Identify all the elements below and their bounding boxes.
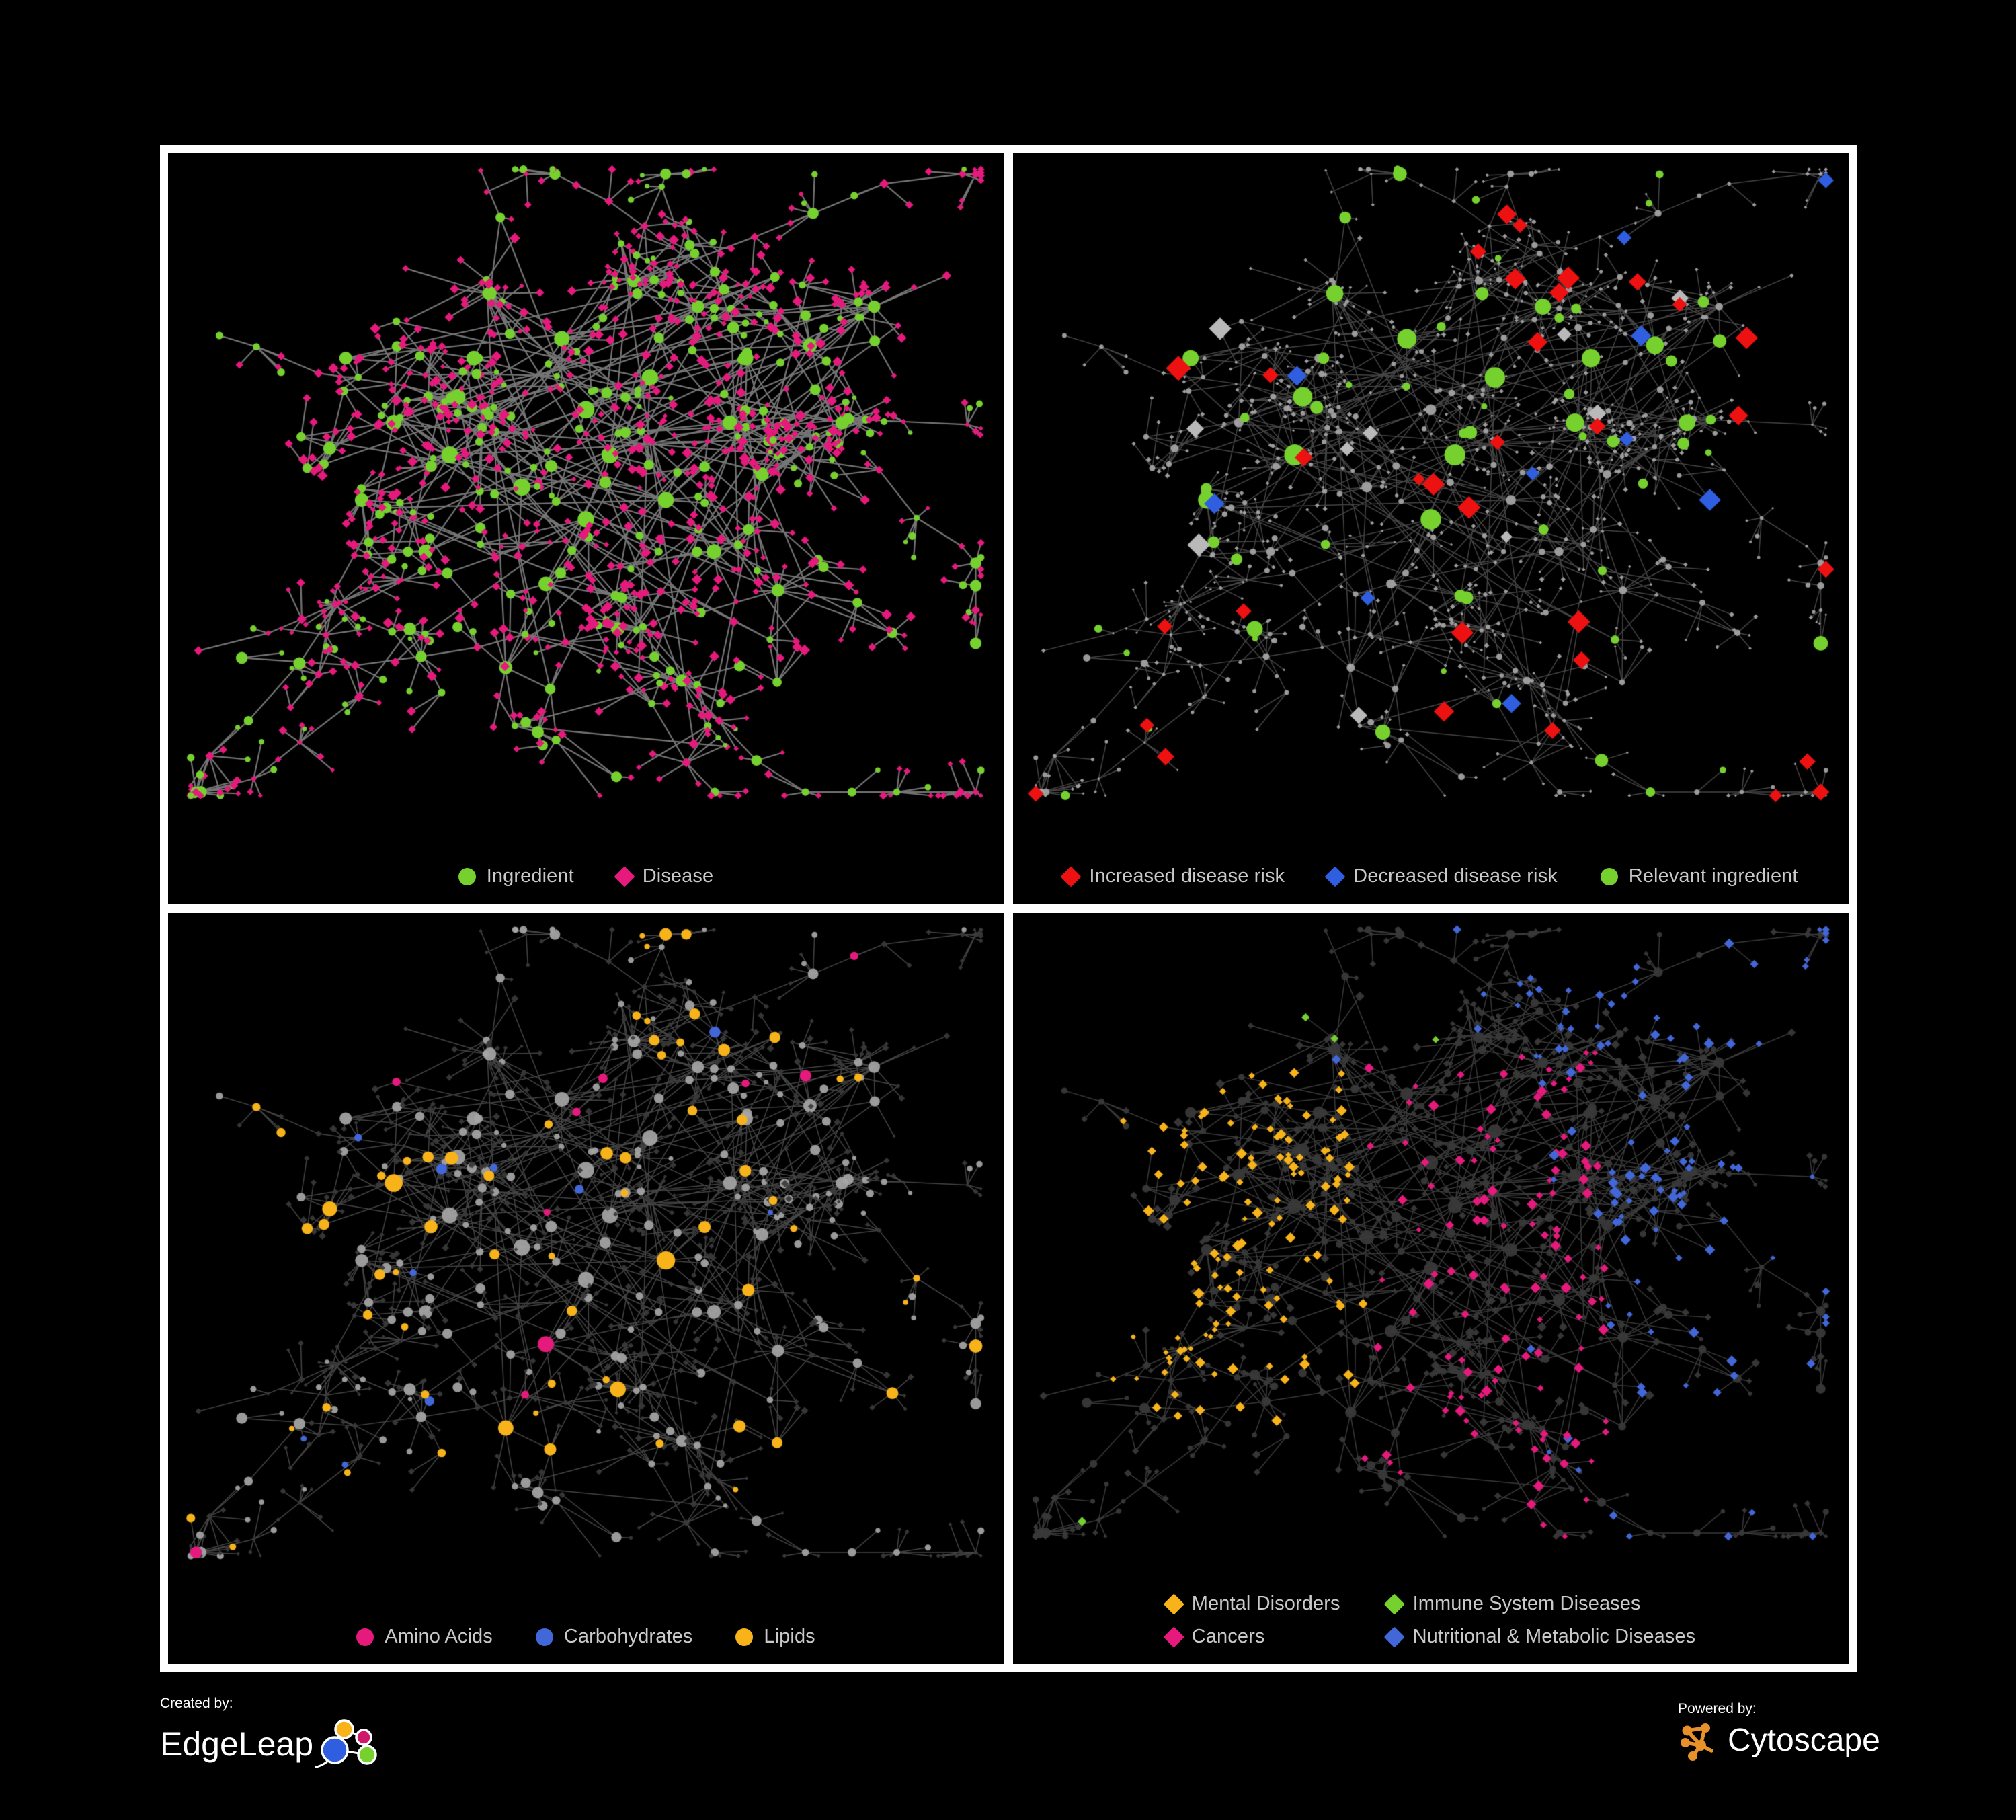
legend-label-amino-acids: Amino Acids xyxy=(385,1626,493,1647)
panel-nutrient-class[interactable]: Amino Acids Carbohydrates Lipids xyxy=(168,913,1004,1664)
cytoscape-brand[interactable]: Powered by: xyxy=(1678,1701,1880,1762)
cytoscape-logo-row: Cytoscape xyxy=(1678,1720,1880,1762)
powered-by-kicker: Powered by: xyxy=(1678,1701,1757,1716)
legend-item-nutritional-metabolic-diseases[interactable]: Nutritional & Metabolic Diseases xyxy=(1384,1626,1696,1648)
legend-disease-risk: Increased disease risk Decreased disease… xyxy=(1013,865,1849,887)
legend-label-carbohydrates: Carbohydrates xyxy=(563,1626,693,1647)
nutritional-metabolic-diseases-diamond-icon xyxy=(1384,1626,1406,1648)
decreased-risk-diamond-icon xyxy=(1324,865,1346,887)
network-canvas-ingredient-disease[interactable] xyxy=(168,153,1004,904)
legend-item-amino-acids[interactable]: Amino Acids xyxy=(356,1627,493,1647)
legend-ingredient-disease: Ingredient Disease xyxy=(168,865,1004,887)
network-canvas-nutrient-class[interactable] xyxy=(168,913,1004,1664)
legend-label-increased-risk: Increased disease risk xyxy=(1089,865,1285,887)
legend-disease-class: Mental Disorders Immune System Diseases … xyxy=(1163,1593,1696,1648)
legend-item-immune-system-diseases[interactable]: Immune System Diseases xyxy=(1384,1593,1696,1615)
panel-disease-class[interactable]: Mental Disorders Immune System Diseases … xyxy=(1013,913,1849,1664)
relevant-ingredient-circle-icon xyxy=(1600,867,1618,885)
increased-risk-diamond-icon xyxy=(1060,865,1082,887)
mental-disorders-diamond-icon xyxy=(1163,1593,1184,1615)
panel-grid: Ingredient Disease Increased disease ris… xyxy=(160,145,1857,1672)
legend-item-lipids[interactable]: Lipids xyxy=(735,1627,815,1647)
carbohydrates-circle-icon xyxy=(535,1628,553,1646)
ingredient-circle-icon xyxy=(458,867,476,885)
edgeleap-wordmark: EdgeLeap xyxy=(160,1725,314,1763)
legend-item-decreased-risk[interactable]: Decreased disease risk xyxy=(1324,865,1558,887)
network-canvas-disease-risk[interactable] xyxy=(1013,153,1849,904)
legend-label-cancers: Cancers xyxy=(1191,1626,1265,1647)
immune-system-diseases-diamond-icon xyxy=(1384,1593,1406,1615)
panel-ingredient-disease[interactable]: Ingredient Disease xyxy=(168,153,1004,904)
amino-acids-circle-icon xyxy=(356,1628,374,1646)
network-canvas-disease-class[interactable] xyxy=(1013,913,1849,1664)
legend-label-ingredient: Ingredient xyxy=(486,865,574,887)
created-by-kicker: Created by: xyxy=(160,1696,233,1711)
cytoscape-network-icon xyxy=(1681,1723,1713,1761)
legend-label-lipids: Lipids xyxy=(764,1626,815,1647)
lipids-circle-icon xyxy=(735,1628,754,1646)
edgeleap-brand[interactable]: Created by: EdgeLeap xyxy=(160,1696,382,1774)
disease-diamond-icon xyxy=(614,865,635,887)
panel-disease-risk[interactable]: Increased disease risk Decreased disease… xyxy=(1013,153,1849,904)
edgeleap-logo-row: EdgeLeap xyxy=(160,1714,382,1774)
footer: Created by: EdgeLeap xyxy=(0,1674,2016,1820)
cytoscape-wordmark: Cytoscape xyxy=(1728,1723,1880,1758)
legend-item-increased-risk[interactable]: Increased disease risk xyxy=(1060,865,1285,887)
legend-label-mental-disorders: Mental Disorders xyxy=(1191,1593,1340,1614)
legend-item-mental-disorders[interactable]: Mental Disorders xyxy=(1163,1593,1340,1615)
legend-label-disease: Disease xyxy=(642,865,714,887)
legend-label-nutritional-metabolic-diseases: Nutritional & Metabolic Diseases xyxy=(1412,1626,1696,1647)
edgeleap-network-icon xyxy=(315,1719,377,1769)
legend-nutrient-class: Amino Acids Carbohydrates Lipids xyxy=(168,1627,1004,1647)
legend-item-ingredient[interactable]: Ingredient xyxy=(458,867,574,886)
cancers-diamond-icon xyxy=(1163,1626,1184,1648)
legend-item-cancers[interactable]: Cancers xyxy=(1163,1626,1340,1648)
legend-item-relevant-ingredient[interactable]: Relevant ingredient xyxy=(1600,865,1798,887)
legend-item-carbohydrates[interactable]: Carbohydrates xyxy=(535,1626,693,1647)
legend-item-disease[interactable]: Disease xyxy=(614,865,714,887)
legend-label-decreased-risk: Decreased disease risk xyxy=(1353,865,1558,887)
legend-label-relevant-ingredient: Relevant ingredient xyxy=(1628,865,1798,887)
legend-label-immune-system-diseases: Immune System Diseases xyxy=(1412,1593,1641,1614)
